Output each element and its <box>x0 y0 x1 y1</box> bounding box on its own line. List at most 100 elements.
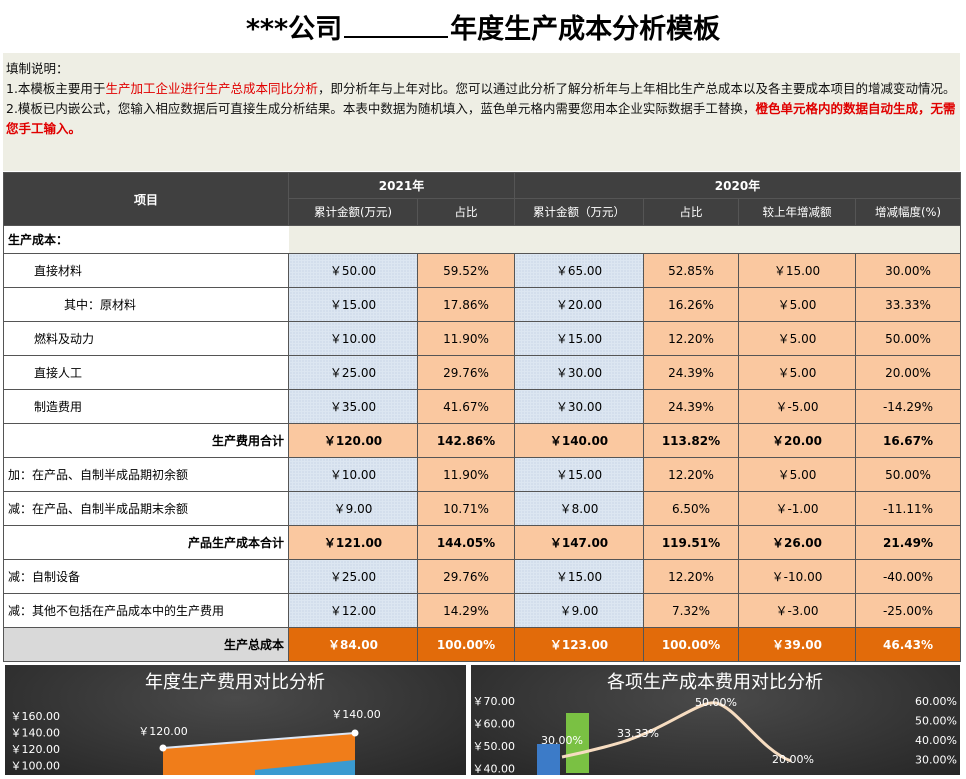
cell: 50.00% <box>855 321 961 356</box>
column-header: 占比 <box>417 198 515 226</box>
cell: 12.20% <box>643 457 739 492</box>
cell: ￥-5.00 <box>738 389 856 424</box>
table-row: 生产费用合计 ￥120.00 142.86% ￥140.00 113.82% ￥20.00… <box>3 423 961 458</box>
cell: 29.76% <box>417 355 515 390</box>
chart-label: ￥50.00 <box>473 740 516 753</box>
cell: -14.29% <box>855 389 961 424</box>
cell: 12.20% <box>643 559 739 594</box>
cell: ￥-1.00 <box>738 491 856 526</box>
cell: 6.50% <box>643 491 739 526</box>
section-row: 生产成本： <box>3 225 961 254</box>
title-left: ***公司 <box>245 13 343 45</box>
cell: 142.86% <box>417 423 515 458</box>
chart-title: 年度生产费用对比分析 <box>145 672 325 693</box>
blank-line <box>344 14 449 38</box>
table-row: 燃料及动力 ￥10.00 11.90% ￥15.00 12.20% ￥5.00 50.00% <box>3 321 961 356</box>
cell: 16.67% <box>855 423 961 458</box>
curve <box>561 701 792 763</box>
chart-label: ￥60.00 <box>473 718 516 731</box>
table-row: 产品生产成本合计 ￥121.00 144.05% ￥147.00 119.51% ￥26.… <box>3 525 961 560</box>
table-row: 减：其他不包括在产品成本中的生产费用 ￥12.00 14.29% ￥9.00 7.32%… <box>3 593 961 628</box>
cell: 144.05% <box>417 525 515 560</box>
cell: ￥12.00 <box>288 593 418 628</box>
chart-label: 60.00% <box>915 695 957 708</box>
cell: 30.00% <box>855 253 961 288</box>
highlight: 橙色单元格内的数据自动生成，无需您手工输入。 <box>6 101 956 136</box>
row-label: 生产总成本 <box>3 627 289 662</box>
bar <box>537 744 560 779</box>
text: 2.模板已内嵌公式，您输入相应数据后可直接生成分析结果。本表中数据为随机填入，蓝… <box>6 101 756 116</box>
cell: ￥10.00 <box>288 321 418 356</box>
cell: -11.11% <box>855 491 961 526</box>
cell: ￥9.00 <box>288 491 418 526</box>
chart-label: ￥140.00 <box>331 708 381 721</box>
chart-right-svg: 各项生产成本费用对比分析 ￥70.00 ￥60.00 ￥50.00 ￥40.00 60.… <box>473 672 957 779</box>
header-row: 项目 2021年 2020年 <box>3 172 961 226</box>
cell: 11.90% <box>417 321 515 356</box>
chart-label: 20.00% <box>772 753 814 766</box>
column-header: 较上年增减额 <box>738 198 856 226</box>
cell: 100.00% <box>643 627 739 662</box>
chart-label: 30.00% <box>915 754 957 767</box>
cell: ￥5.00 <box>738 287 856 322</box>
title-right: 年度生产成本分析模板 <box>450 13 721 45</box>
point <box>159 744 167 752</box>
cell: 33.33% <box>855 287 961 322</box>
chart-label: 33.33% <box>617 727 659 740</box>
row-label: 减：在产品、自制半成品期末余额 <box>3 491 289 526</box>
row-label: 直接材料 <box>3 253 289 288</box>
table-row: 加：在产品、自制半成品期初余额 ￥10.00 11.90% ￥15.00 12.20% ￥… <box>3 457 961 492</box>
cell: 12.20% <box>643 321 739 356</box>
cell: ￥65.00 <box>514 253 644 288</box>
note-1: 1.本模板主要用于生产加工企业进行生产总成本同比分析，即分析年与上年对比。您可以… <box>6 79 958 99</box>
cell: ￥5.00 <box>738 355 856 390</box>
chart-left: 年度生产费用对比分析 ￥160.00 ￥140.00 ￥120.00 ￥100.00 ￥… <box>5 665 466 775</box>
highlight: 生产加工企业进行生产总成本同比分析 <box>105 81 318 96</box>
cell: ￥5.00 <box>738 457 856 492</box>
line <box>162 732 356 749</box>
table-row: 减：自制设备 ￥25.00 29.76% ￥15.00 12.20% ￥-10.00 -40… <box>3 559 961 594</box>
row-label: 燃料及动力 <box>3 321 289 356</box>
year-header: 2021年 <box>288 172 515 199</box>
cell: ￥20.00 <box>514 287 644 322</box>
section-fill <box>288 225 961 254</box>
notes: 填制说明： 1.本模板主要用于生产加工企业进行生产总成本同比分析，即分析年与上年… <box>3 53 960 171</box>
chart-label: 50.00% <box>915 715 957 728</box>
cell: ￥30.00 <box>514 355 644 390</box>
chart-right: 各项生产成本费用对比分析 ￥70.00 ￥60.00 ￥50.00 ￥40.00 60.… <box>471 665 960 779</box>
row-label: 生产费用合计 <box>3 423 289 458</box>
cell: 10.71% <box>417 491 515 526</box>
cell: ￥39.00 <box>738 627 856 662</box>
chart-label: ￥70.00 <box>473 695 516 708</box>
cell: ￥140.00 <box>514 423 644 458</box>
notes-label: 填制说明： <box>6 61 69 76</box>
cell: ￥120.00 <box>288 423 418 458</box>
chart-label: ￥120.00 <box>11 743 61 756</box>
year-header: 2020年 <box>514 172 961 199</box>
cell: 41.67% <box>417 389 515 424</box>
cell: ￥123.00 <box>514 627 644 662</box>
table-row: 直接人工 ￥25.00 29.76% ￥30.00 24.39% ￥5.00 20.00% <box>3 355 961 390</box>
chart-left-svg: 年度生产费用对比分析 ￥160.00 ￥140.00 ￥120.00 ￥100.00 ￥… <box>11 672 381 775</box>
cell: 29.76% <box>417 559 515 594</box>
cell: 14.29% <box>417 593 515 628</box>
column-row: 累计金额(万元) 占比 累计金额（万元） 占比 较上年增减额 增减幅度(%) <box>4 198 961 226</box>
chart-label: ￥120.00 <box>138 725 188 738</box>
chart-label: 50.00% <box>695 696 737 709</box>
cell: 46.43% <box>855 627 961 662</box>
cell: 7.32% <box>643 593 739 628</box>
cost-table: 项目 2021年 2020年 累计金额(万元) 占比 累计金额（万元） 占比 较上年增减… <box>3 172 961 662</box>
cell: ￥-3.00 <box>738 593 856 628</box>
cell: ￥9.00 <box>514 593 644 628</box>
text: 1.本模板主要用于 <box>6 81 106 96</box>
cell: 100.00% <box>417 627 515 662</box>
bar <box>566 713 589 773</box>
cell: ￥30.00 <box>514 389 644 424</box>
row-label: 产品生产成本合计 <box>3 525 289 560</box>
row-label: 减：其他不包括在产品成本中的生产费用 <box>3 593 289 628</box>
cell: 21.49% <box>855 525 961 560</box>
note-2: 2.模板已内嵌公式，您输入相应数据后可直接生成分析结果。本表中数据为随机填入，蓝… <box>6 99 958 139</box>
point <box>351 729 359 737</box>
cell: ￥15.00 <box>288 287 418 322</box>
